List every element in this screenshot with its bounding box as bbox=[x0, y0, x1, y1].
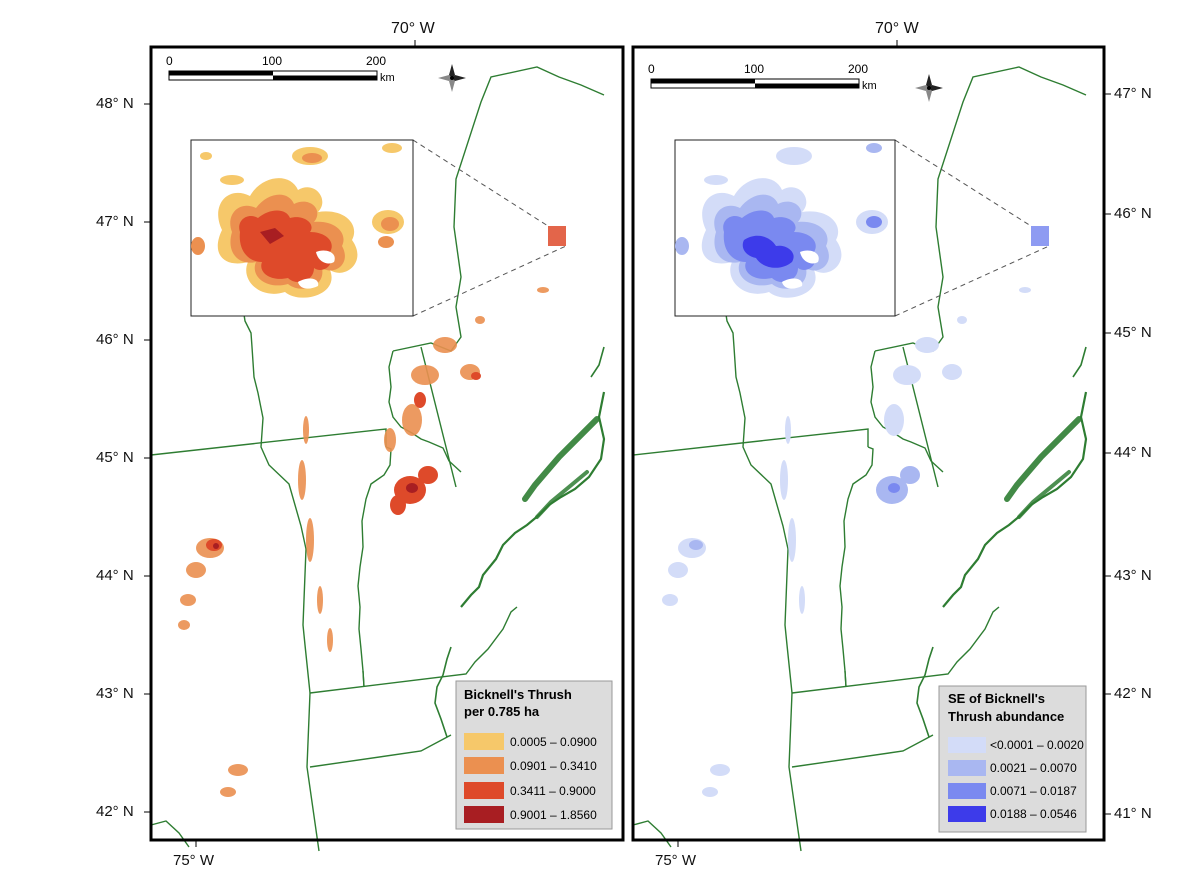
right-latitude-label: 45° N bbox=[1114, 324, 1152, 341]
left-latitude-label: 48° N bbox=[96, 95, 134, 112]
right-latitude-label: 42° N bbox=[1114, 685, 1152, 702]
right-map-panel: 0 100 200 km SE of Bicknell's Thrush abu… bbox=[633, 40, 1111, 851]
scalebar-unit: km bbox=[862, 80, 877, 92]
left-latitude-label: 47° N bbox=[96, 213, 134, 230]
abundance-inset bbox=[190, 139, 567, 317]
left-latitude-label: 45° N bbox=[96, 449, 134, 466]
legend-label: 0.3411 – 0.9000 bbox=[510, 784, 596, 798]
scalebar-tick: 200 bbox=[848, 62, 868, 76]
right-scalebar: 0 100 200 km bbox=[648, 62, 877, 92]
left-latitude-label: 43° N bbox=[96, 685, 134, 702]
bottom-longitude-label-left: 75° W bbox=[173, 852, 215, 869]
compass-rose-icon bbox=[438, 64, 466, 92]
legend-label: 0.0071 – 0.0187 bbox=[990, 784, 1077, 798]
left-latitude-label: 46° N bbox=[96, 331, 134, 348]
legend-label: 0.0901 – 0.3410 bbox=[510, 759, 597, 773]
top-longitude-label-left: 70° W bbox=[391, 20, 435, 37]
standard-error-legend: SE of Bicknell's Thrush abundance <0.000… bbox=[938, 685, 1087, 833]
scalebar-tick: 0 bbox=[166, 54, 173, 68]
legend-label: 0.0188 – 0.0546 bbox=[990, 807, 1077, 821]
compass-rose-icon bbox=[915, 74, 943, 102]
top-longitude-label-right: 70° W bbox=[875, 20, 919, 37]
legend-title: Bicknell's Thrush bbox=[464, 687, 572, 702]
scalebar-tick: 100 bbox=[744, 62, 764, 76]
standard-error-patches bbox=[662, 226, 1049, 797]
abundance-patches bbox=[178, 226, 566, 797]
abundance-legend: Bicknell's Thrush per 0.785 ha 0.0005 – … bbox=[455, 680, 613, 830]
right-latitude-label: 47° N bbox=[1114, 85, 1152, 102]
right-latitude-label: 44° N bbox=[1114, 444, 1152, 461]
scalebar-tick: 0 bbox=[648, 62, 655, 76]
legend-title: SE of Bicknell's bbox=[948, 691, 1045, 706]
legend-title: per 0.785 ha bbox=[464, 704, 540, 719]
bottom-longitude-label-right: 75° W bbox=[655, 852, 697, 869]
scalebar-unit: km bbox=[380, 72, 395, 84]
legend-title: Thrush abundance bbox=[948, 709, 1064, 724]
legend-label: 0.0005 – 0.0900 bbox=[510, 735, 597, 749]
left-scalebar: 0 100 200 km bbox=[166, 54, 395, 84]
legend-label: <0.0001 – 0.0020 bbox=[990, 738, 1084, 752]
standard-error-inset bbox=[674, 139, 1050, 317]
legend-label: 0.9001 – 1.8560 bbox=[510, 808, 597, 822]
left-latitude-label: 44° N bbox=[96, 567, 134, 584]
right-latitude-label: 41° N bbox=[1114, 805, 1152, 822]
left-latitude-label: 42° N bbox=[96, 803, 134, 820]
left-map-panel: 0 100 200 km Bicknell's Thrush per 0.785… bbox=[144, 40, 625, 851]
right-latitude-label: 43° N bbox=[1114, 567, 1152, 584]
scalebar-tick: 200 bbox=[366, 54, 386, 68]
legend-label: 0.0021 – 0.0070 bbox=[990, 761, 1077, 775]
right-latitude-label: 46° N bbox=[1114, 205, 1152, 222]
scalebar-tick: 100 bbox=[262, 54, 282, 68]
